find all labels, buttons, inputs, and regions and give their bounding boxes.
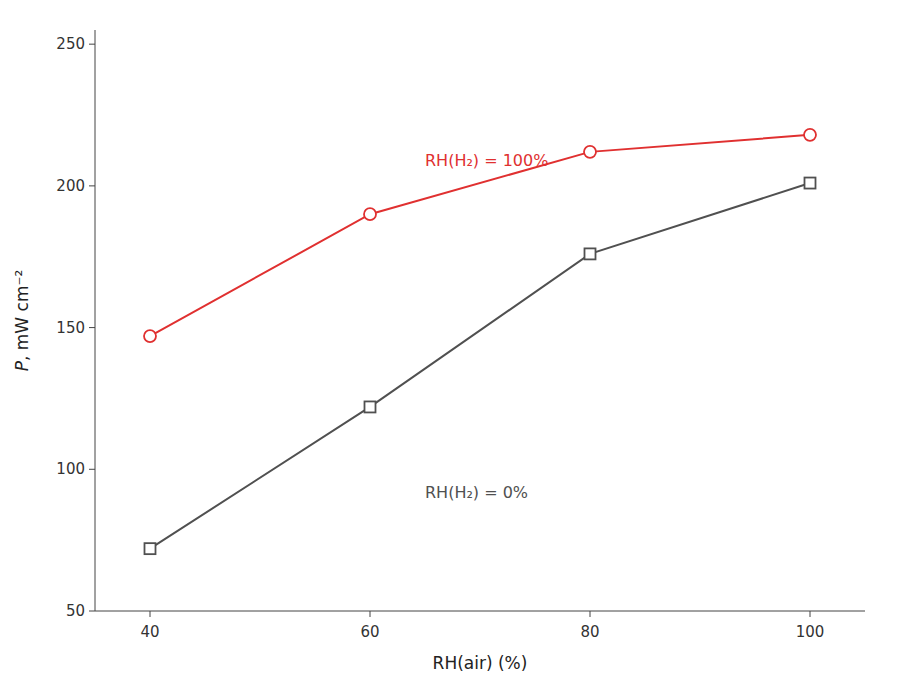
y-tick — [89, 44, 95, 45]
plot-area — [144, 129, 816, 554]
chart-container: 40 60 80 100 50 100 150 200 250 RH(air) (%) P, mW … — [0, 0, 900, 691]
series-line — [150, 135, 810, 336]
point-marker — [585, 248, 596, 259]
y-axis-label: P, mW cm⁻² — [12, 270, 32, 372]
x-tick-label: 100 — [796, 623, 825, 641]
x-tick — [810, 611, 811, 617]
x-tick — [150, 611, 151, 617]
x-axis-line — [95, 611, 865, 612]
point-marker — [804, 129, 816, 141]
y-tick-label: 50 — [66, 602, 85, 620]
y-tick — [89, 185, 95, 186]
point-marker — [805, 178, 816, 189]
x-axis-label: RH(air) (%) — [433, 653, 528, 673]
x-tick — [590, 611, 591, 617]
point-marker — [144, 330, 156, 342]
x-tick-label: 40 — [140, 623, 159, 641]
x-tick-label: 80 — [580, 623, 599, 641]
chart-svg: 40 60 80 100 50 100 150 200 250 RH(air) (%) P, mW … — [0, 0, 900, 691]
x-tick — [370, 611, 371, 617]
annotation: RH(H₂) = 0% — [425, 483, 528, 502]
y-tick — [89, 469, 95, 470]
y-tick-label: 100 — [56, 460, 85, 478]
point-marker — [364, 208, 376, 220]
y-tick-label: 150 — [56, 319, 85, 337]
y-axis-label-rest: , mW cm⁻² — [12, 270, 32, 361]
y-tick — [89, 327, 95, 328]
y-tick-label: 250 — [56, 35, 85, 53]
annotation: RH(H₂) = 100% — [425, 151, 548, 170]
point-marker — [365, 401, 376, 412]
point-marker — [145, 543, 156, 554]
point-marker — [584, 146, 596, 158]
series-line — [150, 183, 810, 549]
y-tick — [89, 611, 95, 612]
y-tick-label: 200 — [56, 177, 85, 195]
x-tick-label: 60 — [360, 623, 379, 641]
y-axis-line — [95, 30, 96, 611]
